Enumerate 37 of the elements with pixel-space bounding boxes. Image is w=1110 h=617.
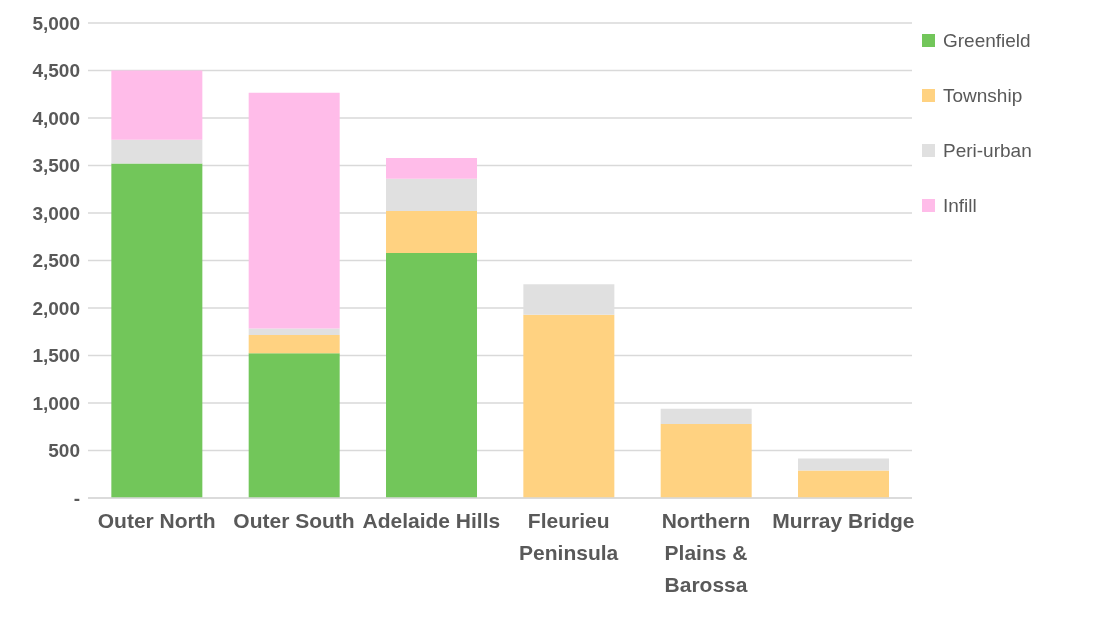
y-tick-label: 500: [48, 440, 80, 462]
y-tick-label: 3,000: [32, 202, 80, 224]
y-tick-label: 4,500: [32, 60, 80, 82]
x-tick-label: Outer South: [233, 509, 355, 532]
y-tick-label: 1,500: [32, 345, 80, 367]
y-tick-label: 2,000: [32, 297, 80, 319]
bar: [660, 408, 752, 424]
y-tick-label: 2,500: [32, 250, 80, 272]
y-tick-label: 3,500: [32, 155, 80, 177]
y-tick-label: 1,000: [32, 392, 80, 414]
legend-label: Greenfield: [943, 29, 1031, 52]
x-tick-label: Fleurieu Peninsula: [519, 509, 619, 564]
bar: [798, 458, 890, 471]
bar: [386, 157, 478, 179]
bar: [248, 335, 340, 354]
x-tick-label: Adelaide Hills: [362, 509, 501, 532]
x-tick-label: Northern Plains & Barossa: [661, 509, 751, 596]
legend-label: Infill: [943, 194, 977, 217]
y-tick-label: 5,000: [32, 12, 80, 34]
x-tick-label: Murray Bridge: [772, 509, 915, 532]
bar: [386, 211, 478, 253]
bar: [111, 70, 203, 140]
bar: [660, 423, 752, 498]
bar: [111, 139, 203, 164]
bar: [386, 252, 478, 498]
x-tick-label: Outer North: [97, 509, 216, 532]
bar: [386, 178, 478, 212]
y-tick-label: -: [73, 487, 80, 509]
bar: [248, 328, 340, 336]
bar: [248, 353, 340, 498]
bar: [111, 163, 203, 498]
y-tick-label: 4,000: [32, 107, 80, 129]
legend-label: Peri-urban: [943, 139, 1032, 162]
bar: [523, 314, 615, 498]
legend-label: Township: [943, 84, 1023, 107]
bar: [798, 470, 890, 498]
bar: [248, 92, 340, 329]
